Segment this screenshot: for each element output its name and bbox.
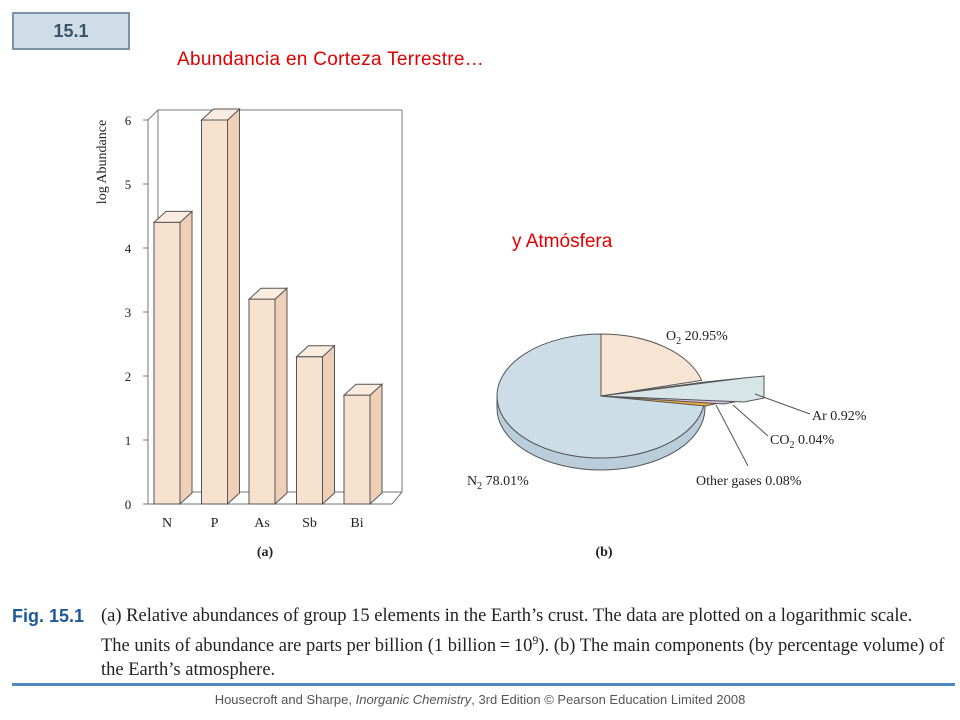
x-tick-label: Bi [350,516,363,531]
ar-leader-line [754,393,811,415]
x-tick-label: Sb [302,516,317,531]
y-tick-label: 0 [125,497,132,512]
bar-front [201,119,228,505]
bar-side [322,344,335,506]
y-tick-label: 3 [125,305,132,320]
pie-slice-o2 [600,333,703,397]
bars [152,107,384,506]
figure-canvas: 0 1 2 3 4 5 6 N P As Sb Bi log Abundance (a) O2 20… [95,107,867,560]
caption-line-2: The units of abundance are parts per bil… [101,633,945,657]
x-tick-label: P [211,516,219,531]
pie-slices [496,333,765,471]
bar-P [200,107,241,506]
n2-label: N2 78.01% [467,474,529,492]
y-tick-label: 6 [125,113,132,128]
ar-label: Ar 0.92% [812,409,867,424]
bar-As [247,287,289,506]
bar-side [274,287,288,506]
bar-N [152,210,194,506]
pie-slice-ar [600,375,765,403]
co2-label: CO2 0.04% [770,433,834,451]
bar-front [343,394,371,505]
y-axis-label: log Abundance [95,120,110,204]
bar-Sb [295,344,336,506]
bar-side [179,210,193,506]
panel-label-b: (b) [595,545,612,560]
x-axis-labels: N P As Sb Bi [162,516,364,531]
pie-leader-lines [715,393,811,467]
y-tick-label: 1 [125,433,132,448]
panel-label-a: (a) [257,545,274,560]
bar-side [227,107,240,506]
caption-figure-label: Fig. 15.1 [12,606,85,626]
caption-line-1: (a) Relative abundances of group 15 elem… [101,606,913,626]
bar-front [153,221,181,505]
x-tick-label: As [254,516,270,531]
bar-side [369,383,383,506]
bar-chart: 0 1 2 3 4 5 6 N P As Sb Bi log Abundance (a) [95,107,403,560]
y-tick-label: 4 [125,241,132,256]
y-axis-ticks: 0 1 2 3 4 5 6 [125,113,148,512]
bar-Bi [342,383,384,506]
caption-line-3: the Earth’s atmosphere. [101,660,276,681]
pie-chart: O2 20.95% N2 78.01% Ar 0.92% CO2 0.04% O… [467,329,867,560]
footer-credit: Housecroft and Sharpe, Inorganic Chemist… [214,692,746,707]
o2-label: O2 20.95% [666,329,728,347]
y-tick-label: 2 [125,369,132,384]
other-gases-leader-line [715,404,749,467]
caption-text: (a) Relative abundances of group 15 elem… [101,604,951,682]
other-gases-label: Other gases 0.08% [696,474,802,489]
x-tick-label: N [162,516,172,531]
co2-leader-line [732,404,769,437]
chart-floor-right-edge [391,491,403,505]
atmosphere-title: y Atmósfera [512,231,613,252]
y-tick-label: 5 [125,177,132,192]
crust-title: Abundancia en Corteza Terrestre… [177,49,485,70]
bar-front [296,356,323,505]
slide-number-badge: 15.1 [12,12,130,50]
footer-rule [12,683,955,686]
bar-front [248,298,276,505]
